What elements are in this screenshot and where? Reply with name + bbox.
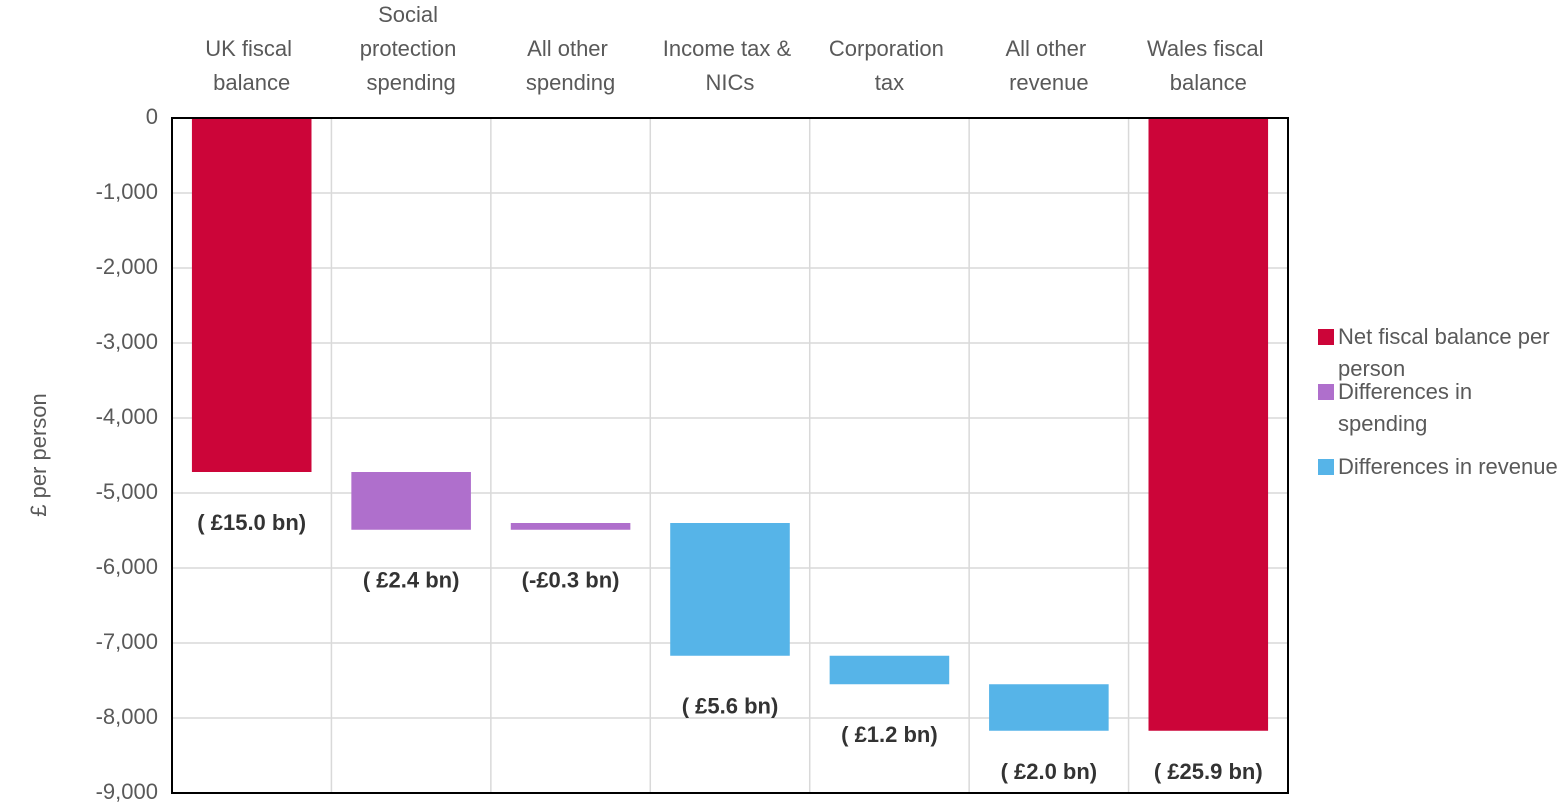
- x-tick-label: Income tax & NICs: [663, 36, 798, 95]
- bar-annotation: (-£0.3 bn): [522, 568, 620, 593]
- y-tick-label: -4,000: [96, 404, 158, 429]
- bar-annotation: ( £2.0 bn): [1001, 759, 1098, 784]
- bar-annotation: ( £5.6 bn): [682, 694, 779, 719]
- bar-annotation: ( £2.4 bn): [363, 568, 460, 593]
- y-tick-label: -5,000: [96, 479, 158, 504]
- y-tick-label: -3,000: [96, 329, 158, 354]
- plot-frame: [171, 117, 1289, 794]
- bar: [829, 655, 950, 685]
- y-tick-label: -7,000: [96, 629, 158, 654]
- y-tick-label: 0: [146, 104, 158, 129]
- legend-label: Net fiscal balance per person: [1338, 324, 1556, 381]
- x-tick-label: UK fiscal balance: [205, 36, 298, 95]
- bar: [510, 523, 631, 530]
- x-tick-label: Social protection spending: [360, 2, 463, 95]
- y-tick-label: -2,000: [96, 254, 158, 279]
- y-tick-label: -8,000: [96, 704, 158, 729]
- bar-annotation: ( £1.2 bn): [841, 722, 938, 747]
- bar: [191, 118, 312, 472]
- legend-label: Differences in revenue: [1338, 454, 1558, 479]
- bar-annotation: ( £25.9 bn): [1154, 759, 1263, 784]
- bar: [1148, 118, 1269, 731]
- y-tick-label: -9,000: [96, 779, 158, 804]
- bar: [351, 472, 471, 530]
- x-tick-label: All other spending: [526, 36, 615, 95]
- y-tick-label: -6,000: [96, 554, 158, 579]
- x-tick-label: Wales fiscal balance: [1147, 36, 1270, 95]
- legend-swatch: [1318, 459, 1334, 475]
- bar: [670, 523, 790, 656]
- legend-label: Differences in spending: [1338, 379, 1478, 436]
- y-axis-label: £ per person: [26, 393, 51, 517]
- x-tick-label: All other revenue: [1005, 36, 1092, 95]
- legend-swatch: [1318, 329, 1334, 345]
- x-tick-label: Corporation tax: [829, 36, 950, 95]
- y-tick-label: -1,000: [96, 179, 158, 204]
- legend-swatch: [1318, 384, 1334, 400]
- bar: [989, 684, 1109, 731]
- bar-annotation: ( £15.0 bn): [197, 510, 306, 535]
